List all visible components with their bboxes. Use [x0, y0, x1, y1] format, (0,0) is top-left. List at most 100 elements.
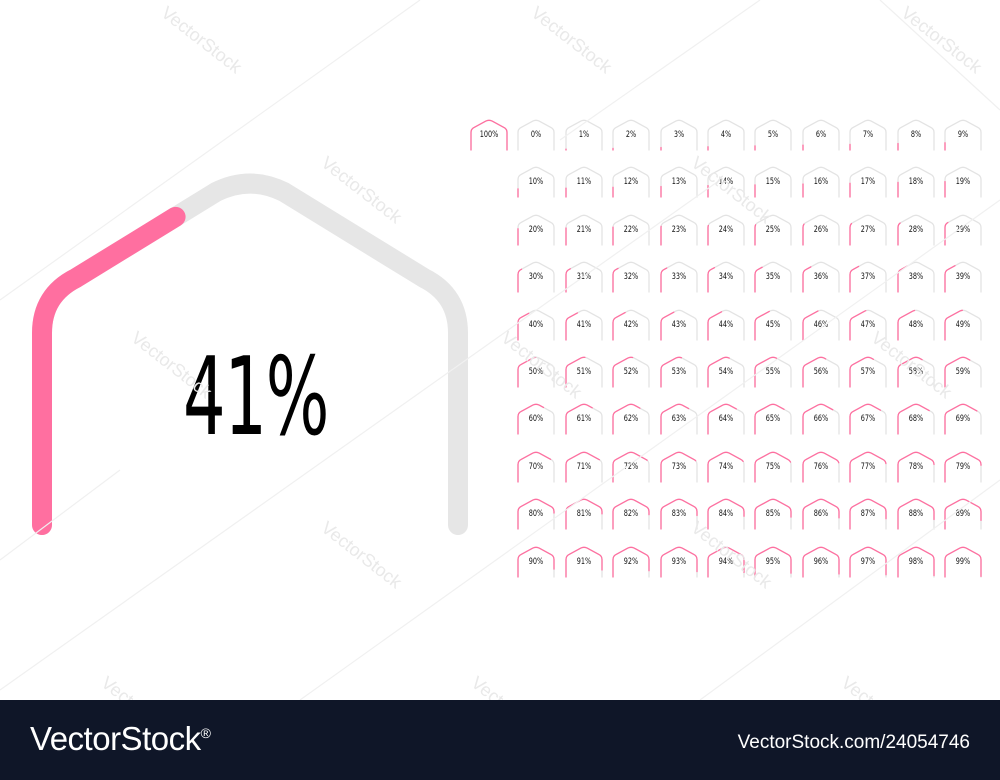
percent-label: 39% — [955, 272, 971, 283]
percent-label: 4% — [720, 130, 732, 140]
percent-icon-96: 96% — [801, 545, 841, 579]
percent-label: 65% — [766, 414, 781, 425]
percent-icon-58: 58% — [896, 355, 936, 389]
percent-label: 77% — [860, 461, 876, 472]
percent-label: 21% — [576, 224, 591, 235]
percent-label: 82% — [623, 509, 639, 520]
percent-label: 23% — [671, 224, 686, 235]
percent-label: 61% — [576, 414, 591, 425]
percent-icon-16: 16% — [801, 165, 841, 199]
percent-icon-45: 45% — [753, 308, 793, 342]
percent-icon-71: 71% — [564, 450, 604, 484]
percent-icon-42: 42% — [611, 308, 651, 342]
percent-label: 63% — [671, 414, 686, 425]
percent-icon-51: 51% — [564, 355, 604, 389]
percent-label: 19% — [955, 177, 971, 188]
percent-label: 79% — [955, 461, 971, 472]
mini-gauge-track — [754, 167, 793, 199]
percent-icon-85: 85% — [753, 497, 793, 531]
percent-label: 34% — [718, 272, 734, 283]
image-id: VectorStock.com/24054746 — [737, 732, 970, 753]
percent-label: 40% — [529, 319, 544, 330]
percentage-icon-grid: 100% 0% 1% 2% 3% 4% 5% 6% 7% 8% 9% 10% 11% 12% 13% 14% 1… — [470, 118, 983, 579]
percent-icon-73: 73% — [659, 450, 699, 484]
percent-icon-80: 80% — [516, 497, 556, 531]
percent-label: 71% — [576, 461, 591, 472]
percent-icon-29: 29% — [943, 213, 983, 247]
percent-icon-61: 61% — [564, 402, 604, 436]
percent-label: 98% — [908, 556, 923, 567]
mini-pentagon-gauge — [849, 167, 887, 199]
percent-label: 30% — [529, 272, 544, 283]
percent-label: 5% — [768, 130, 779, 140]
percent-icon-12: 12% — [611, 165, 651, 199]
footer-logo: VectorStock® — [30, 720, 211, 757]
percent-label: 14% — [718, 177, 734, 188]
percent-icon-75: 75% — [753, 450, 793, 484]
percent-icon-18: 18% — [896, 165, 936, 199]
mini-gauge-track — [517, 119, 556, 151]
percent-icon-2: 2% — [611, 118, 651, 152]
percent-label: 11% — [576, 177, 591, 188]
percent-label: 16% — [813, 177, 828, 188]
percent-label: 28% — [908, 224, 923, 235]
percent-icon-87: 87% — [848, 497, 888, 531]
percent-icon-70: 70% — [516, 450, 556, 484]
percent-icon-57: 57% — [848, 355, 888, 389]
percent-icon-84: 84% — [706, 497, 746, 531]
percent-icon-46: 46% — [801, 308, 841, 342]
percent-label: 41% — [576, 319, 591, 330]
percent-icon-38: 38% — [896, 260, 936, 294]
percent-label: 67% — [860, 414, 876, 425]
mini-gauge-track — [565, 167, 603, 199]
percent-icon-5: 5% — [753, 118, 793, 152]
percent-label: 56% — [813, 367, 828, 377]
percent-label: 37% — [860, 272, 876, 283]
mini-gauge-track — [944, 167, 982, 199]
percent-label: 35% — [766, 272, 781, 283]
percent-label: 87% — [860, 509, 876, 520]
percent-label: 6% — [815, 130, 826, 140]
percent-label: 94% — [718, 556, 734, 567]
percent-label: 76% — [813, 461, 828, 472]
mini-pentagon-gauge — [944, 119, 982, 151]
percent-label: 68% — [908, 414, 923, 425]
percent-label: 50% — [529, 367, 544, 377]
mini-pentagon-gauge — [707, 167, 745, 199]
percent-icon-78: 78% — [896, 450, 936, 484]
mini-gauge-track — [802, 167, 840, 199]
percent-icon-88: 88% — [896, 497, 936, 531]
percent-icon-32: 32% — [611, 260, 651, 294]
percent-icon-44: 44% — [706, 308, 746, 342]
percent-label: 72% — [623, 461, 639, 472]
percent-label: 48% — [908, 319, 923, 330]
percent-label: 29% — [955, 224, 971, 235]
percent-icon-92: 92% — [611, 545, 651, 579]
percent-icon-26: 26% — [801, 213, 841, 247]
percent-label: 49% — [955, 319, 971, 330]
percent-icon-99: 99% — [943, 545, 983, 579]
mini-gauge-track — [896, 119, 935, 151]
percent-icon-1: 1% — [564, 118, 604, 152]
percent-icon-21: 21% — [564, 213, 604, 247]
percent-label: 85% — [766, 509, 781, 520]
percent-label: 26% — [813, 224, 828, 235]
mini-pentagon-gauge — [565, 167, 603, 199]
percent-icon-86: 86% — [801, 497, 841, 531]
percent-icon-59: 59% — [943, 355, 983, 389]
percent-icon-81: 81% — [564, 497, 604, 531]
percent-icon-39: 39% — [943, 260, 983, 294]
percent-label: 12% — [623, 177, 639, 188]
percent-label: 80% — [529, 509, 544, 520]
percent-icon-35: 35% — [753, 260, 793, 294]
percent-label: 46% — [813, 319, 828, 330]
percent-icon-68: 68% — [896, 402, 936, 436]
percent-icon-93: 93% — [659, 545, 699, 579]
mini-gauge-track — [707, 167, 745, 199]
percent-label: 99% — [955, 556, 971, 567]
percent-icon-49: 49% — [943, 308, 983, 342]
mini-pentagon-gauge — [612, 167, 650, 199]
percent-icon-67: 67% — [848, 402, 888, 436]
percent-label: 97% — [860, 556, 876, 567]
percent-label: 44% — [718, 319, 734, 330]
